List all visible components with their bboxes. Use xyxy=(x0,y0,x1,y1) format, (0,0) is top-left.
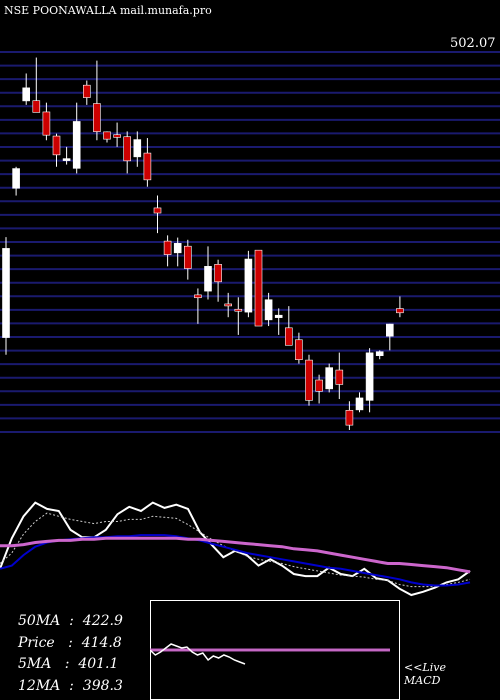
price-grid xyxy=(0,51,500,433)
candle-body xyxy=(173,243,182,254)
y-top-label: 502.07 xyxy=(450,36,496,51)
candle-body xyxy=(163,240,172,255)
stat-label: 5MA xyxy=(18,656,52,672)
candle-body xyxy=(42,111,51,136)
stat-price: Price : 414.8 xyxy=(18,634,122,651)
stat-value: 414.8 xyxy=(81,634,122,651)
candle-body xyxy=(224,303,232,307)
macd-label: MACD xyxy=(404,674,441,687)
stat-label: 12MA xyxy=(18,677,61,694)
live-link[interactable]: <<Live xyxy=(404,661,446,674)
candle-body xyxy=(396,308,404,314)
candle-body xyxy=(12,168,20,189)
chart-title: NSE POONAWALLA mail.munafa.pro xyxy=(4,4,212,17)
candle-body xyxy=(385,323,394,337)
candle-body xyxy=(274,314,283,318)
candle-body xyxy=(194,294,202,299)
candle-body xyxy=(295,339,303,360)
candle-body xyxy=(22,87,31,102)
candle-body xyxy=(345,410,354,426)
candle-body xyxy=(355,397,364,411)
candle-body xyxy=(214,264,222,283)
candle-body xyxy=(315,379,323,392)
candles xyxy=(2,57,404,430)
stat-label: 50MA xyxy=(18,613,61,629)
candle-body xyxy=(204,266,212,292)
candle-body xyxy=(325,367,334,390)
candle-body xyxy=(52,135,61,156)
moving-average-chart xyxy=(0,501,471,597)
stat-5ma: 5MA : 401.1 xyxy=(18,656,119,672)
candle-body xyxy=(254,249,263,327)
candle-body xyxy=(103,131,111,140)
stat-50ma: 50MA : 422.9 xyxy=(18,613,123,629)
candle-body xyxy=(335,369,344,385)
ma-line xyxy=(0,536,471,574)
candle-body xyxy=(133,139,142,158)
candle-body xyxy=(284,327,293,346)
candle-body xyxy=(184,245,192,269)
candle-body xyxy=(234,308,243,312)
candle-body xyxy=(72,121,81,169)
stat-label: Price xyxy=(18,634,55,651)
candle-body xyxy=(305,359,313,401)
candle-body xyxy=(264,299,273,321)
ma-line xyxy=(0,512,471,588)
candle-body xyxy=(32,100,41,113)
candle-body xyxy=(62,158,71,161)
stat-value: 401.1 xyxy=(78,656,119,672)
stat-value: 422.9 xyxy=(82,613,123,629)
candle-body xyxy=(93,103,101,132)
stat-12ma: 12MA : 398.3 xyxy=(18,677,123,694)
stat-value: 398.3 xyxy=(82,677,123,694)
live-macd-label[interactable]: <<Live MACD xyxy=(404,661,446,687)
macd-line xyxy=(150,643,246,665)
price-chart: 502.07 xyxy=(0,36,500,433)
candle-body xyxy=(153,207,162,214)
macd-chart xyxy=(150,600,400,700)
candle-body xyxy=(123,136,131,162)
candle-body xyxy=(113,134,121,138)
candle-body xyxy=(365,352,374,401)
candle-body xyxy=(143,152,152,181)
candle-body xyxy=(244,258,253,313)
candle-body xyxy=(83,84,91,98)
candle-body xyxy=(375,351,384,356)
candle-body xyxy=(2,248,10,338)
stats-panel: 50MA : 422.9 Price : 414.8 5MA : 401.1 1… xyxy=(18,613,123,699)
